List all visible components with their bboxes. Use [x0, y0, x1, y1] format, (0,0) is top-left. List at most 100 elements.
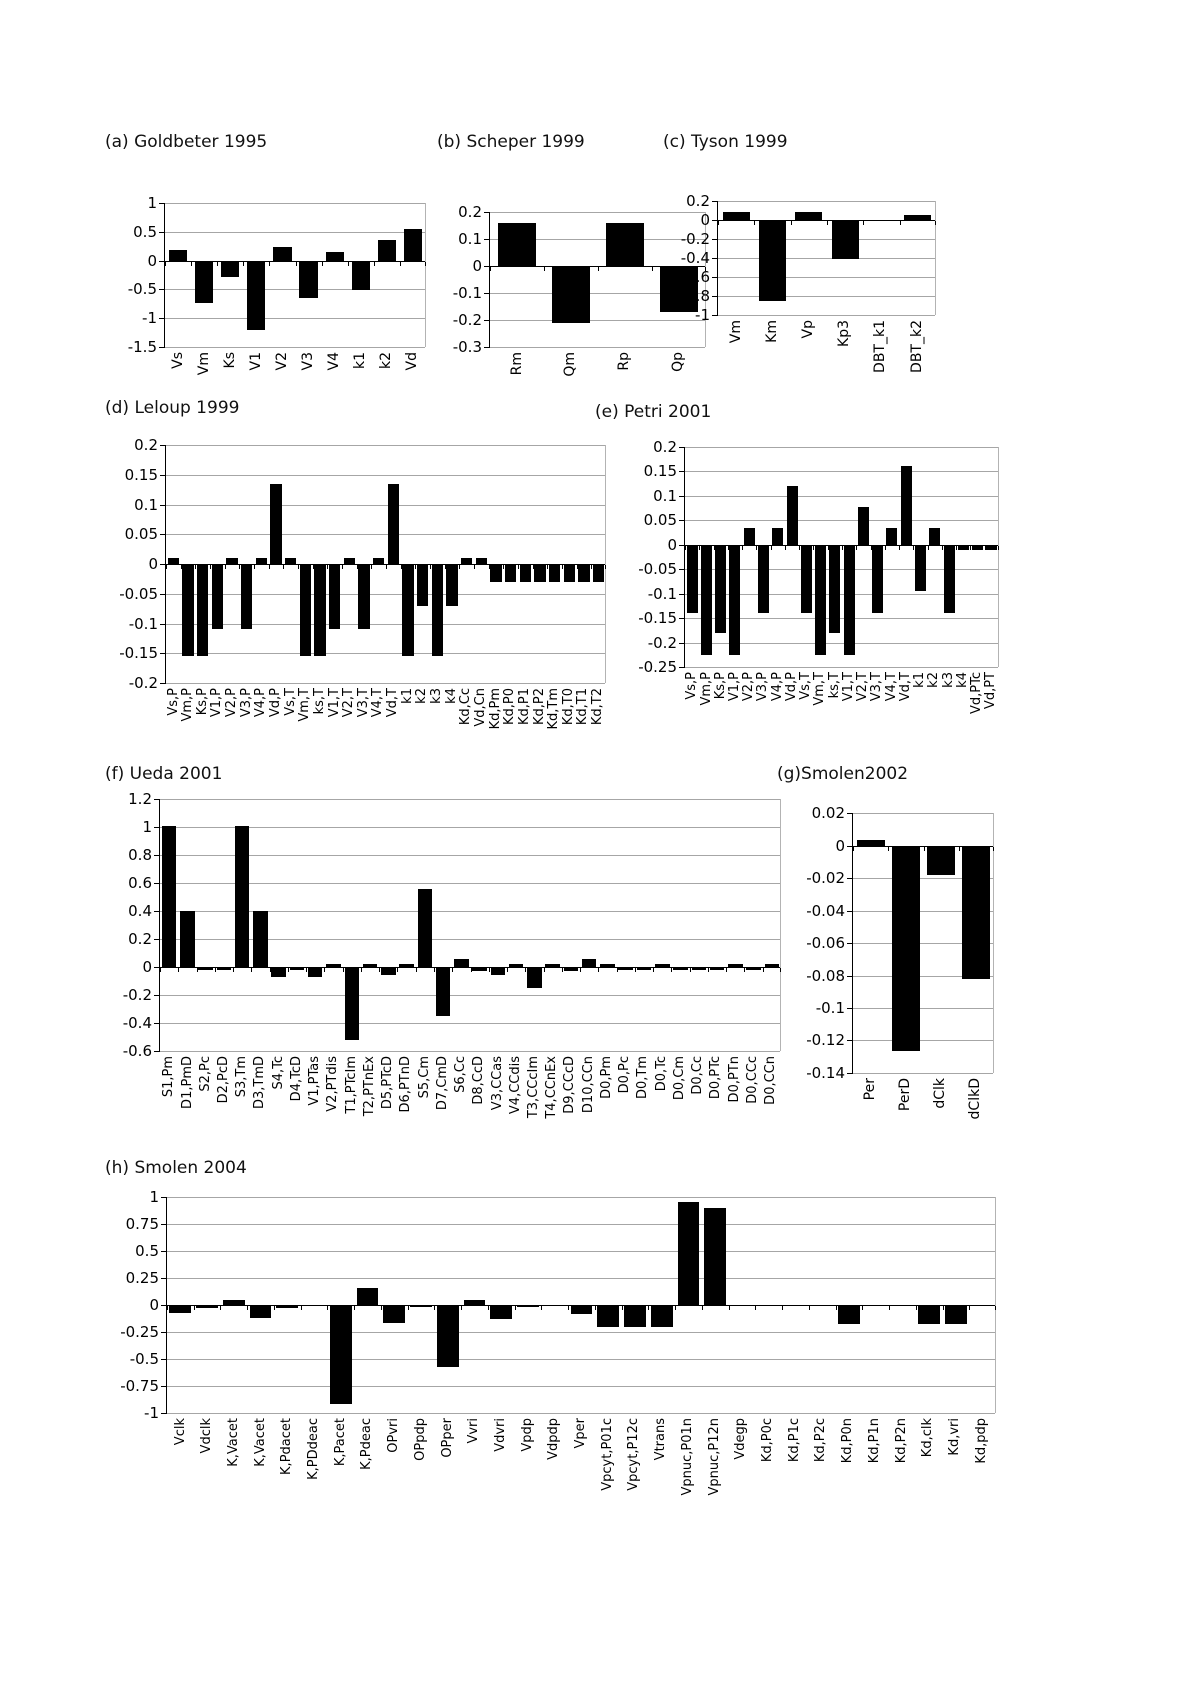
x-slot: k4: [444, 688, 459, 766]
category-tick: [251, 968, 252, 972]
x-tick-label: D2,PcD: [216, 1056, 231, 1104]
x-slot: V4: [321, 352, 347, 394]
category-tick: [489, 565, 490, 569]
x-tick-label: k4: [954, 672, 970, 688]
y-axis-tick: [159, 261, 165, 262]
y-axis-tick: [154, 1023, 160, 1024]
x-tick-label: dClkD: [967, 1078, 984, 1120]
x-slot: k2: [373, 352, 399, 394]
x-tick-label: S5,Cm: [416, 1056, 432, 1099]
x-tick-label: Vper: [573, 1418, 589, 1449]
category-tick: [243, 262, 244, 266]
gridline: [160, 911, 780, 912]
x-slot: D3,TmD: [251, 1056, 269, 1146]
category-tick: [899, 546, 900, 550]
x-slot: k2: [926, 672, 941, 750]
x-slot: ks,T: [827, 672, 842, 750]
y-axis-tick: [484, 320, 490, 321]
gridline: [853, 1008, 993, 1009]
gridline: [165, 318, 425, 319]
x-tick-label: V4,T: [883, 672, 899, 702]
bar-D0,PTc: [709, 967, 725, 970]
gridline: [490, 212, 705, 213]
gridline: [166, 594, 605, 595]
bar-Qp: [660, 266, 698, 312]
category-tick: [400, 262, 401, 266]
y-tick-label: 0.75: [125, 1215, 159, 1233]
category-tick: [985, 546, 986, 550]
x-tick-label: Km: [763, 320, 780, 343]
gridline: [685, 643, 998, 644]
x-axis-labels: Rm Qm Rp Qp: [490, 352, 705, 394]
y-axis-tick: [160, 683, 166, 684]
x-tick-label: Vs,P: [684, 672, 700, 700]
category-tick: [959, 847, 960, 851]
gridline: [490, 320, 705, 321]
x-tick-label: Vd,T: [385, 688, 401, 718]
x-slot: K,Pdacet: [274, 1418, 301, 1523]
y-tick-label: -0.25: [638, 658, 677, 676]
category-tick: [562, 968, 563, 972]
x-tick-label: V2,P: [224, 688, 240, 718]
x-tick-label: S3,Tm: [234, 1056, 250, 1098]
y-axis-line: [684, 447, 685, 667]
gridline: [165, 232, 425, 233]
bar-Vd: [403, 229, 423, 261]
x-slot: S2,Pc: [196, 1056, 214, 1146]
bar-k4: [446, 564, 458, 606]
x-slot: D1,PmD: [178, 1056, 196, 1146]
category-tick: [525, 968, 526, 972]
x-tick-label: V3,CCas: [489, 1056, 505, 1111]
x-slot: D4,TcD: [288, 1056, 306, 1146]
category-tick: [269, 565, 270, 569]
y-axis-tick: [161, 1278, 167, 1279]
y-tick-label: -0.05: [119, 585, 158, 603]
gridline: [160, 939, 780, 940]
category-tick: [474, 565, 475, 569]
gridline: [166, 683, 605, 684]
gridline: [160, 1023, 780, 1024]
bar-Vpnuc,P12n: [704, 1207, 727, 1305]
x-slot: V2,P: [224, 688, 240, 766]
x-tick-label: Vdclk: [199, 1418, 215, 1454]
bar-Kd,Pm: [490, 564, 502, 582]
x-tick-label: k1: [912, 672, 928, 688]
panel-b-title: (b) Scheper 1999: [437, 132, 585, 152]
x-slot: K,Vacet: [247, 1418, 274, 1523]
x-slot: D0,Tm: [634, 1056, 652, 1146]
x-slot: OPper: [434, 1418, 461, 1523]
gridline: [490, 347, 705, 348]
x-slot: Vdvri: [487, 1418, 514, 1523]
category-tick: [461, 1306, 462, 1310]
y-axis-tick: [154, 855, 160, 856]
category-tick: [916, 1306, 917, 1310]
bar-Rp: [606, 222, 644, 266]
x-tick-label: Rm: [508, 352, 525, 376]
x-tick-label: S4,Tc: [270, 1056, 286, 1090]
gridline: [166, 534, 605, 535]
x-tick-label: D0,Tc: [653, 1056, 669, 1092]
x-slot: Vs,T: [283, 688, 298, 766]
x-slot: D6,PTnD: [397, 1056, 415, 1146]
y-axis-line: [166, 1197, 167, 1413]
category-tick: [160, 968, 161, 972]
category-tick: [742, 546, 743, 550]
category-tick: [401, 565, 402, 569]
y-tick-label: 0.6: [128, 874, 152, 892]
category-tick: [648, 1306, 649, 1310]
bar-V2,P: [743, 527, 755, 545]
x-tick-label: Kd,T2: [590, 688, 606, 726]
x-tick-label: D8,CcD: [471, 1056, 487, 1105]
category-tick: [533, 565, 534, 569]
zero-axis-line: [718, 220, 935, 221]
bar-D0,Pm: [600, 964, 615, 967]
x-tick-label: k2: [414, 688, 430, 704]
y-tick-label: 0.1: [653, 487, 677, 505]
category-tick: [269, 262, 270, 266]
x-slot: Vs,P: [684, 672, 700, 750]
y-tick-label: -0.75: [120, 1377, 159, 1395]
bar-D4,TcD: [289, 967, 305, 970]
category-tick: [913, 546, 914, 550]
y-axis-tick: [154, 799, 160, 800]
category-tick: [167, 1306, 168, 1310]
